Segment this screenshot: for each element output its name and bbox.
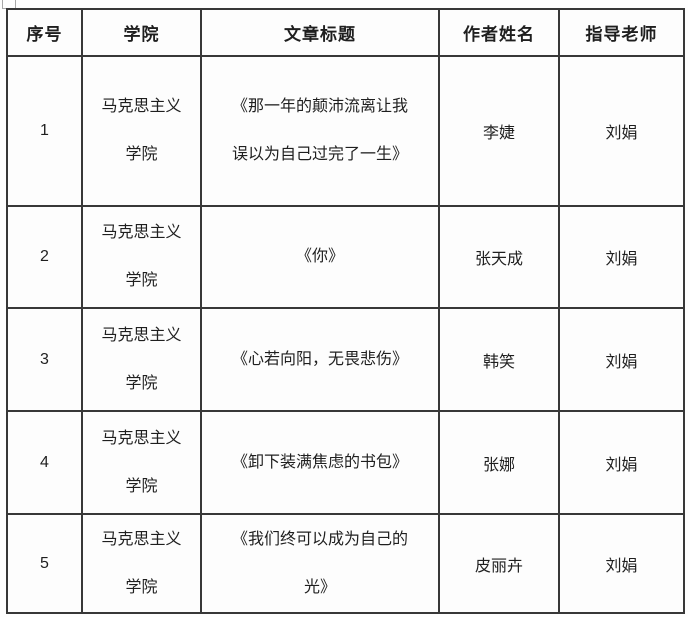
- column-header-serial: 序号: [6, 8, 83, 57]
- title-line: 《卸下装满焦虑的书包》: [231, 453, 408, 471]
- college-line: 学院: [125, 146, 158, 163]
- articles-table: 序号 学院 文章标题 作者姓名 指导老师 1 马克思主义 学院 《那一年的颠沛流…: [6, 8, 685, 614]
- college-line: 马克思主义: [101, 429, 182, 447]
- table-row: 2 马克思主义 学院 《你》 张天成 刘娟: [6, 205, 685, 309]
- cell-title: 《那一年的颠沛流离让我 误以为自己过完了一生》: [200, 55, 440, 207]
- column-header-college: 学院: [81, 8, 202, 57]
- cell-advisor: 刘娟: [558, 55, 685, 207]
- cell-title: 《我们终可以成为自己的 光》: [200, 513, 440, 614]
- cell-author: 张娜: [438, 410, 560, 515]
- cell-advisor: 刘娟: [558, 307, 685, 412]
- title-line: 《那一年的颠沛流离让我: [231, 98, 408, 115]
- cell-title: 《心若向阳，无畏悲伤》: [200, 307, 440, 412]
- column-header-author: 作者姓名: [438, 8, 560, 57]
- title-line: 误以为自己过完了一生》: [231, 146, 408, 163]
- college-line: 马克思主义: [101, 530, 182, 548]
- college-line: 学院: [125, 477, 158, 495]
- cell-serial: 3: [6, 307, 83, 412]
- title-line: 《我们终可以成为自己的: [231, 530, 408, 548]
- title-line: 《你》: [295, 248, 344, 265]
- column-header-title: 文章标题: [200, 8, 440, 57]
- cell-title: 《卸下装满焦虑的书包》: [200, 410, 440, 515]
- cell-serial: 5: [6, 513, 83, 614]
- cell-serial: 2: [6, 205, 83, 309]
- cell-author: 张天成: [438, 205, 560, 309]
- cell-college: 马克思主义 学院: [81, 513, 202, 614]
- college-line: 马克思主义: [101, 224, 182, 241]
- cell-advisor: 刘娟: [558, 410, 685, 515]
- table-row: 3 马克思主义 学院 《心若向阳，无畏悲伤》 韩笑 刘娟: [6, 307, 685, 412]
- college-line: 学院: [125, 374, 158, 392]
- table-row: 1 马克思主义 学院 《那一年的颠沛流离让我 误以为自己过完了一生》 李婕 刘娟: [6, 55, 685, 207]
- cell-advisor: 刘娟: [558, 513, 685, 614]
- title-line: 光》: [303, 578, 336, 596]
- cell-author: 韩笑: [438, 307, 560, 412]
- college-line: 马克思主义: [101, 98, 182, 115]
- table-header-row: 序号 学院 文章标题 作者姓名 指导老师: [6, 8, 685, 57]
- table-row: 4 马克思主义 学院 《卸下装满焦虑的书包》 张娜 刘娟: [6, 410, 685, 515]
- college-line: 马克思主义: [101, 326, 182, 344]
- cell-title: 《你》: [200, 205, 440, 309]
- title-line: 《心若向阳，无畏悲伤》: [231, 350, 408, 368]
- cell-college: 马克思主义 学院: [81, 55, 202, 207]
- cell-college: 马克思主义 学院: [81, 410, 202, 515]
- cell-serial: 4: [6, 410, 83, 515]
- cell-author: 皮丽卉: [438, 513, 560, 614]
- cell-advisor: 刘娟: [558, 205, 685, 309]
- college-line: 学院: [125, 578, 158, 596]
- cell-serial: 1: [6, 55, 83, 207]
- cell-college: 马克思主义 学院: [81, 205, 202, 309]
- cell-author: 李婕: [438, 55, 560, 207]
- column-header-advisor: 指导老师: [558, 8, 685, 57]
- cell-college: 马克思主义 学院: [81, 307, 202, 412]
- table-row: 5 马克思主义 学院 《我们终可以成为自己的 光》 皮丽卉 刘娟: [6, 513, 685, 614]
- college-line: 学院: [125, 272, 158, 289]
